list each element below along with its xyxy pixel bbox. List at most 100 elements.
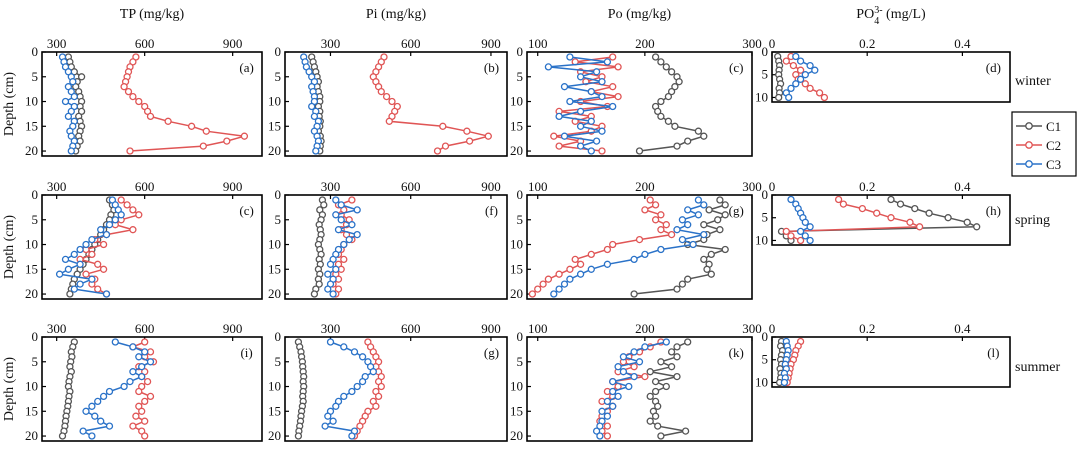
point-C2 <box>463 127 471 135</box>
y-tick-label: 20 <box>25 286 38 301</box>
point-C3 <box>566 97 574 106</box>
point-C2 <box>635 235 644 244</box>
y-tick-label: 10 <box>510 237 523 252</box>
y-tick-label: 5 <box>32 212 39 227</box>
point-C3 <box>609 387 617 396</box>
point-C1 <box>657 58 665 66</box>
panel-f-row2: 300 600 900 0 5 10 15 20 (f) <box>268 179 508 301</box>
point-C3 <box>69 78 77 86</box>
panel-label: (c) <box>239 203 253 218</box>
point-C3 <box>787 84 795 93</box>
point-C2 <box>129 92 137 101</box>
point-C3 <box>64 112 73 121</box>
y-tick-label: 20 <box>510 286 523 301</box>
point-C3 <box>603 260 612 268</box>
y-tick-label: 5 <box>762 67 769 82</box>
point-C3 <box>630 255 638 264</box>
point-C3 <box>657 245 665 254</box>
y-tick-label: 10 <box>25 94 38 109</box>
y-tick-label: 20 <box>25 428 38 443</box>
point-C1 <box>651 387 660 396</box>
point-C3 <box>811 66 819 74</box>
panel-frame <box>284 194 508 300</box>
panel-frame <box>41 194 263 300</box>
point-C1 <box>684 137 692 145</box>
point-C2 <box>377 382 385 391</box>
point-C3 <box>326 260 335 268</box>
point-C2 <box>609 53 617 61</box>
panel-label: (d) <box>986 60 1001 75</box>
point-C3 <box>146 358 155 366</box>
y-tick-label: 15 <box>510 118 523 133</box>
y-tick-label: 10 <box>510 379 523 394</box>
panel-label: (l) <box>987 345 999 360</box>
y-tick-label: 15 <box>268 118 281 133</box>
point-C2 <box>651 216 660 224</box>
point-C3 <box>129 368 137 376</box>
point-C2 <box>787 232 795 240</box>
point-C2 <box>135 97 143 106</box>
point-C3 <box>76 245 84 254</box>
y-tick-label: 15 <box>268 403 281 418</box>
point-C3 <box>555 285 563 293</box>
point-C3 <box>596 432 604 440</box>
point-C3 <box>337 201 345 209</box>
point-C2 <box>539 280 547 288</box>
point-C3 <box>79 427 87 435</box>
point-C3 <box>348 432 356 440</box>
point-C3 <box>598 92 606 101</box>
point-C3 <box>596 422 604 430</box>
point-C3 <box>694 211 703 219</box>
point-C3 <box>801 232 809 240</box>
point-C1 <box>657 97 665 106</box>
panel-c-row2: 300 600 900 0 5 10 15 20 (c) <box>25 179 263 301</box>
panel-frame <box>284 336 508 442</box>
panel-b-row1: 300 600 900 0 5 10 15 20 (b) <box>268 36 508 158</box>
point-C3 <box>630 372 638 381</box>
point-C1 <box>721 201 729 209</box>
point-C3 <box>806 223 814 231</box>
point-C3 <box>88 402 96 410</box>
x-tick-label: 200 <box>635 321 655 336</box>
point-C3 <box>625 382 633 391</box>
y-tick-label: 10 <box>755 89 768 104</box>
series-line-C2 <box>531 199 675 295</box>
point-C2 <box>571 255 579 264</box>
point-C2 <box>603 245 612 254</box>
point-C2 <box>641 206 649 214</box>
x-tick-label: 0.4 <box>954 179 971 194</box>
point-C3 <box>310 112 319 121</box>
legend-label-C1: C1 <box>1046 119 1061 134</box>
season-label-winter: winter <box>1015 74 1051 89</box>
point-C2 <box>439 122 447 130</box>
panel-l-row3: 0 0.2 0.4 0 5 10 (l) <box>755 321 1011 389</box>
point-C3 <box>70 92 78 101</box>
point-C2 <box>806 84 814 93</box>
point-C1 <box>657 358 665 366</box>
point-C1 <box>635 147 644 155</box>
x-tick-label: 300 <box>47 36 67 51</box>
point-C2 <box>441 142 450 150</box>
panel-a-row1: 300 600 900 0 5 10 15 20 (a) <box>25 36 263 158</box>
x-tick-label: 900 <box>481 179 501 194</box>
point-C3 <box>609 102 617 111</box>
point-C2 <box>129 206 137 214</box>
point-C2 <box>662 221 670 229</box>
point-C3 <box>369 368 377 376</box>
y-tick-label: 10 <box>755 374 768 389</box>
point-C1 <box>654 107 662 116</box>
point-C2 <box>129 422 137 430</box>
point-C3 <box>88 432 96 440</box>
point-C1 <box>896 200 905 208</box>
panel-frame <box>284 51 508 157</box>
point-C1 <box>700 221 708 229</box>
point-C2 <box>146 348 155 356</box>
point-C2 <box>143 377 152 386</box>
x-tick-label: 600 <box>401 321 421 336</box>
point-C1 <box>714 216 722 224</box>
point-C1 <box>662 382 670 391</box>
point-C2 <box>587 250 595 259</box>
point-C3 <box>576 122 585 130</box>
point-C3 <box>603 412 612 420</box>
point-C2 <box>132 412 140 420</box>
